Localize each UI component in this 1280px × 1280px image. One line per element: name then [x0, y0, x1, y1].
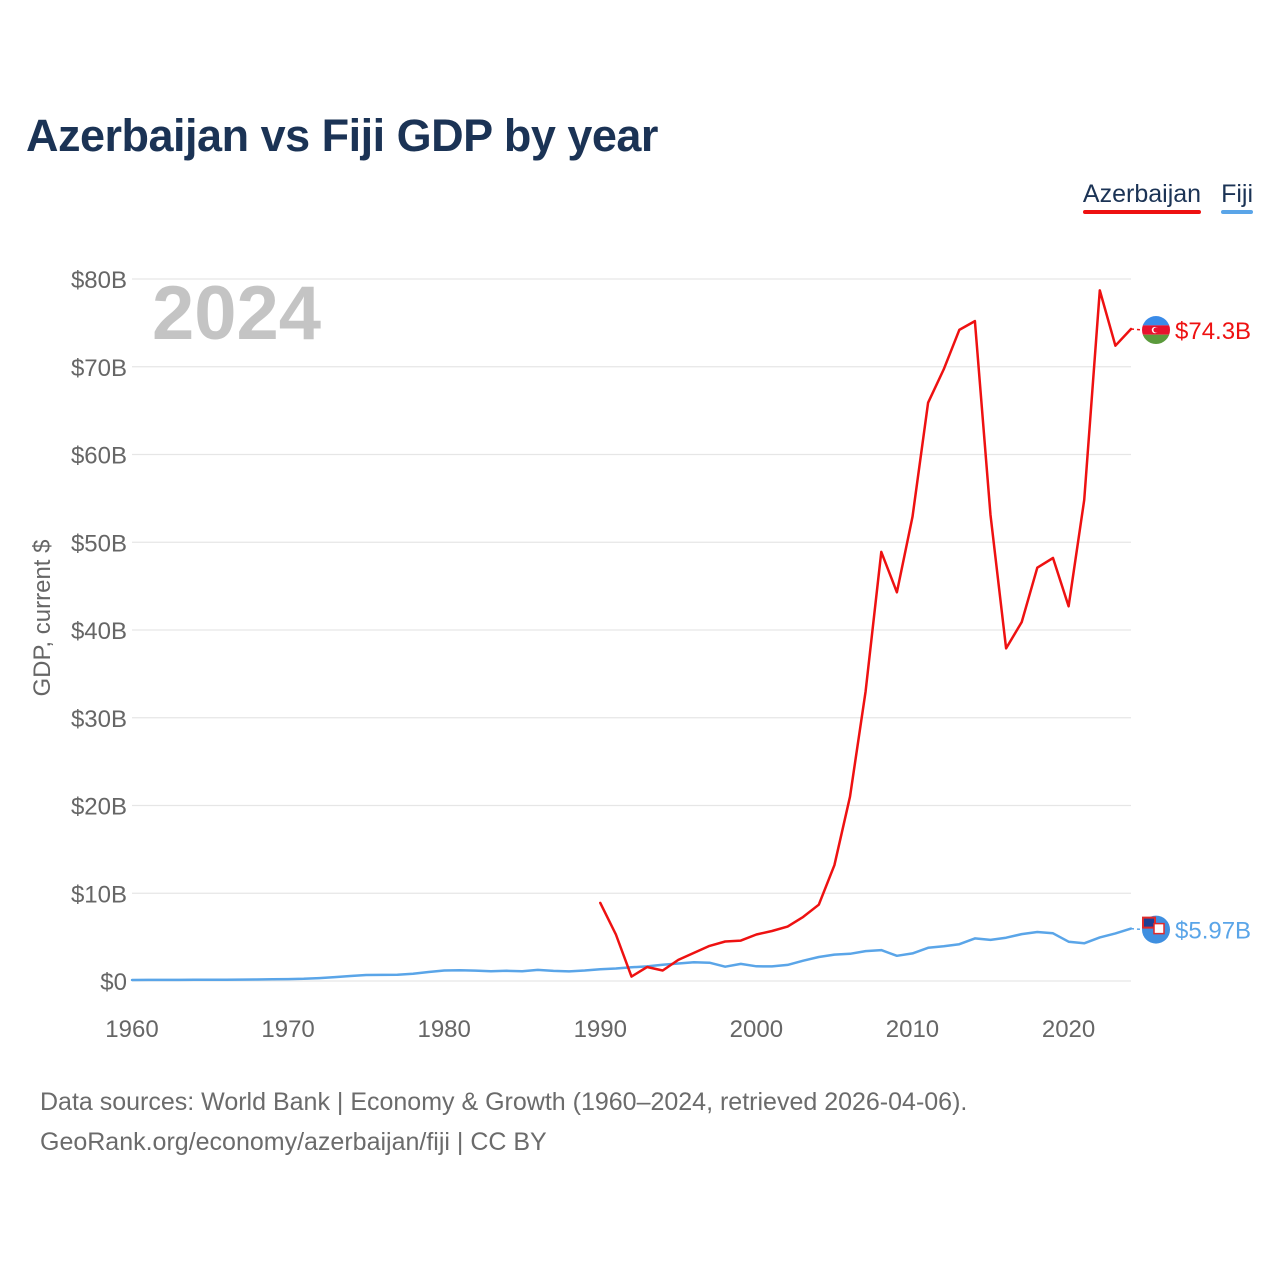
end-value-label-azerbaijan: $74.3B [1175, 318, 1251, 345]
x-tick-label: 1980 [417, 1016, 470, 1043]
legend-label-fiji: Fiji [1221, 180, 1253, 208]
y-tick-label: $20B [71, 794, 127, 821]
x-tick-label: 2010 [886, 1016, 939, 1043]
y-tick-label: $70B [71, 355, 127, 382]
y-tick-label: $10B [71, 881, 127, 908]
footer-sources: Data sources: World Bank | Economy & Gro… [40, 1088, 968, 1116]
y-axis-title: GDP, current $ [29, 540, 56, 697]
y-tick-label: $30B [71, 706, 127, 733]
end-connector-azerbaijan [1130, 328, 1145, 331]
y-tick-label: $80B [71, 267, 127, 294]
chart-title: Azerbaijan vs Fiji GDP by year [26, 110, 658, 161]
fiji-flag-icon [1142, 915, 1170, 944]
legend: Azerbaijan Fiji [1082, 180, 1253, 214]
x-tick-label: 1990 [574, 1016, 627, 1043]
footer-link[interactable]: GeoRank.org/economy/azerbaijan/fiji | CC… [40, 1128, 547, 1156]
series-line-fiji [130, 927, 1133, 982]
x-tick-label: 1970 [261, 1016, 314, 1043]
footer: Data sources: World Bank | Economy & Gro… [40, 1082, 967, 1162]
legend-item-fiji[interactable]: Fiji [1221, 180, 1253, 214]
y-tick-label: $0 [100, 969, 127, 996]
y-tick-label: $50B [71, 530, 127, 557]
line-chart: $0 $10B $20B $30B $40B $50B $60B $70B $80B 1960 19… [29, 267, 1251, 1043]
legend-swatch-fiji [1221, 210, 1253, 214]
x-tick-label: 2020 [1042, 1016, 1095, 1043]
series-line-azerbaijan [599, 289, 1133, 978]
end-connector-fiji [1130, 927, 1145, 931]
x-tick-label: 1960 [105, 1016, 158, 1043]
legend-item-azerbaijan[interactable]: Azerbaijan [1082, 180, 1202, 214]
azerbaijan-flag-icon [1142, 316, 1170, 345]
end-value-label-fiji: $5.97B [1175, 918, 1251, 945]
x-tick-label: 2000 [730, 1016, 783, 1043]
year-watermark: 2024 [152, 271, 321, 356]
legend-swatch-azerbaijan [1082, 210, 1202, 214]
y-tick-label: $60B [71, 443, 127, 470]
y-tick-label: $40B [71, 618, 127, 645]
legend-label-azerbaijan: Azerbaijan [1082, 180, 1202, 208]
